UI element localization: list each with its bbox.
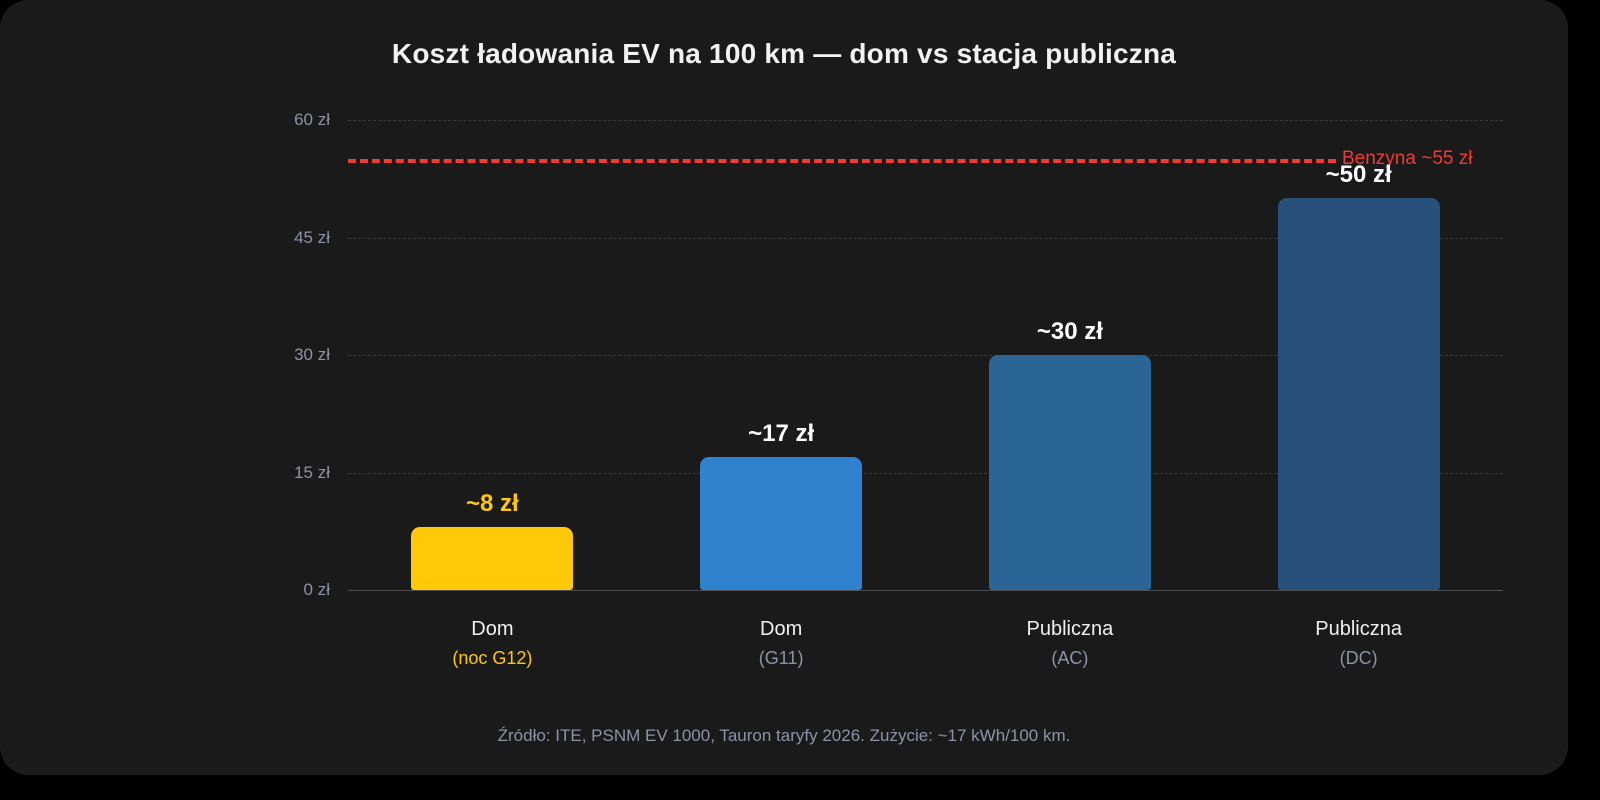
gridline (348, 472, 1503, 474)
x-axis-category-sublabel: (AC) (1051, 648, 1089, 668)
y-axis-tick-label: 45 zł (294, 227, 330, 247)
bar-value-label: ~30 zł (1036, 318, 1103, 345)
bar-value-label: ~50 zł (1325, 161, 1392, 189)
chart-card: Koszt ładowania EV na 100 km — dom vs st… (0, 0, 1568, 775)
chart-title: Koszt ładowania EV na 100 km — dom vs st… (391, 38, 1177, 69)
bar[interactable] (988, 355, 1151, 590)
x-axis-category-label: Publiczna (1315, 618, 1402, 640)
x-axis-category-label: Publiczna (1026, 618, 1114, 640)
bar-value-label: ~8 zł (466, 490, 519, 518)
x-axis-category-label: Dom (471, 618, 514, 640)
x-axis-category-label: Dom (760, 618, 803, 640)
y-axis-tick-label: 30 zł (294, 345, 330, 364)
plot-area: 0 zł 15 zł 30 zł 45 zł 60 zł Benzyna ~55 zł ~8… (294, 110, 1503, 668)
bar[interactable] (1277, 198, 1440, 590)
y-axis-tick-label: 60 zł (294, 110, 330, 129)
bar[interactable] (411, 527, 574, 590)
threshold-line-benzyna (348, 159, 1336, 164)
gridline (348, 120, 1503, 121)
y-axis-tick-label: 0 zł (303, 580, 330, 599)
y-axis-tick-label: 15 zł (294, 462, 330, 482)
chart-footer-note: Źródło: ITE, PSNM EV 1000, Tauron taryfy… (497, 726, 1071, 745)
threshold-label-benzyna: Benzyna ~55 zł (1342, 148, 1473, 170)
x-axis-category-sublabel: (noc G12) (452, 648, 533, 668)
x-axis-category-sublabel: (DC) (1339, 648, 1378, 668)
bar-value-label: ~17 zł (748, 419, 815, 447)
gridline (348, 355, 1503, 356)
x-axis-category-sublabel: (G11) (758, 648, 804, 668)
bar[interactable] (700, 456, 863, 590)
axis-baseline (348, 590, 1503, 591)
gridline (348, 237, 1503, 239)
